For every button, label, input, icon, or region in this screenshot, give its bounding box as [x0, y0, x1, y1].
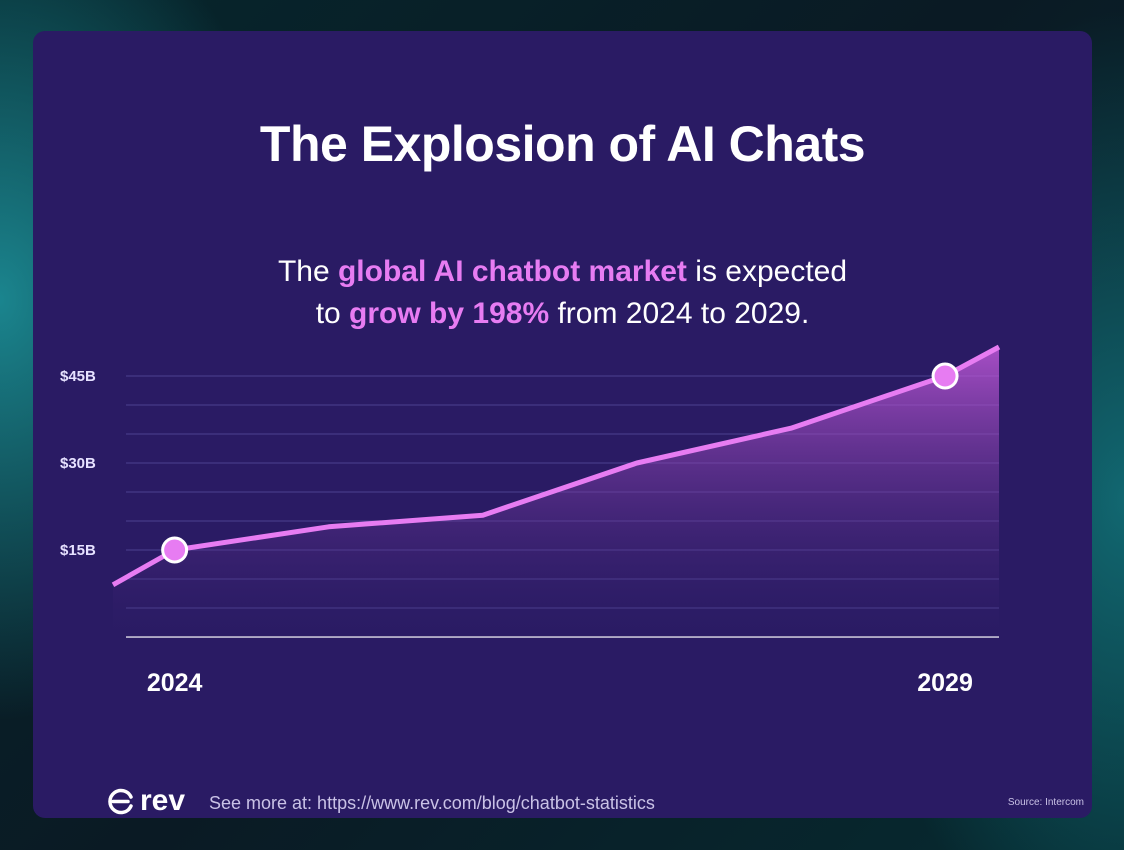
subtitle-highlight: global AI chatbot market [337, 255, 687, 288]
rev-logo: rev [106, 786, 185, 816]
rev-logo-icon [108, 788, 133, 815]
subtitle-line-2: to grow by 198% from 2024 to 2029. [33, 293, 1092, 335]
y-tick-label: $15B [60, 542, 96, 559]
subtitle-text: The [277, 255, 338, 288]
y-tick-label: $30B [60, 455, 96, 472]
x-tick-label: 2024 [147, 669, 203, 697]
subtitle-highlight: grow by 198% [349, 297, 550, 330]
data-point-marker [161, 536, 189, 564]
subtitle-text: to [315, 297, 350, 330]
y-tick-label: $45B [60, 368, 96, 385]
market-growth-chart: $15B $30B $45B 2024 2029 [60, 344, 1001, 697]
see-more-link[interactable]: See more at: https://www.rev.com/blog/ch… [209, 793, 655, 813]
subtitle-line-1: The global AI chatbot market is expected [33, 251, 1092, 293]
infographic-card: The Explosion of AI Chats The global AI … [33, 31, 1092, 818]
subtitle-text: is expected [686, 255, 848, 288]
page-title: The Explosion of AI Chats [259, 116, 866, 172]
subtitle-text: from 2024 to 2029. [549, 297, 810, 330]
data-point-marker [931, 362, 959, 390]
subtitle: The global AI chatbot market is expected… [33, 251, 1092, 335]
series-line [111, 344, 1001, 587]
rev-logo-text: rev [140, 784, 186, 817]
source-note: Source: Intercom [1007, 797, 1084, 808]
x-tick-label: 2029 [917, 669, 973, 697]
